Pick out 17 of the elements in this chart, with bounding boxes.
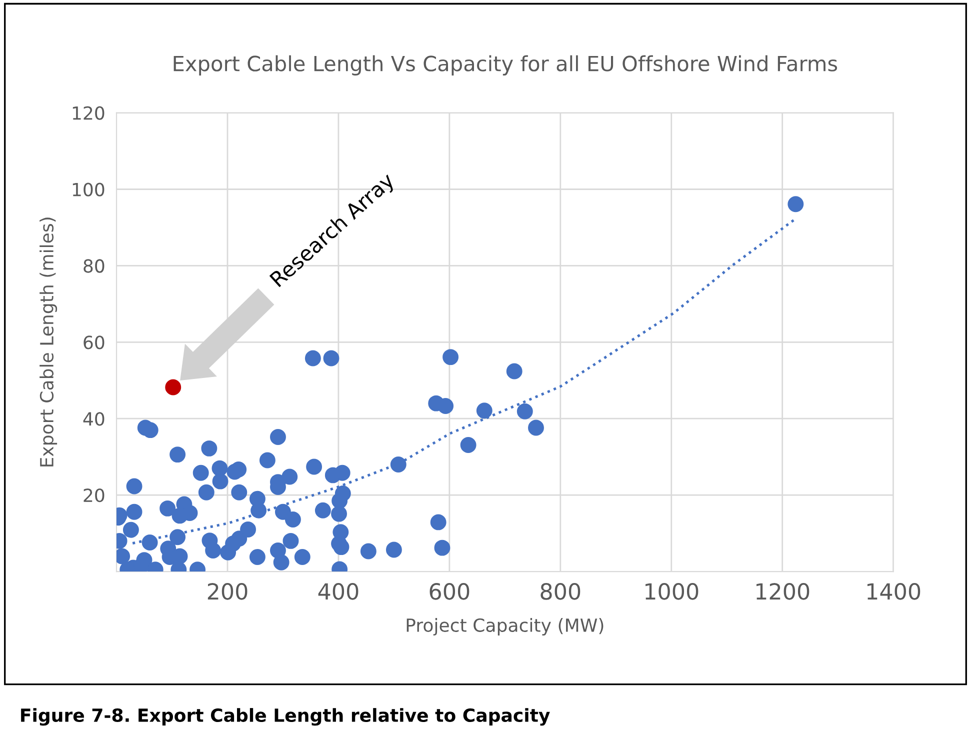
x-axis-title: Project Capacity (MW) <box>406 618 604 636</box>
y-tick-label: 100 <box>72 182 104 196</box>
x-tick-label: 1000 <box>646 583 698 600</box>
chart-title: Export Cable Length Vs Capacity for all EU Offshore Wind Farms <box>174 55 838 76</box>
x-tick-label: 400 <box>318 583 358 600</box>
x-tick-label: 1400 <box>867 583 920 600</box>
x-tick-label: 200 <box>208 583 248 600</box>
x-tick-label: 600 <box>430 583 470 600</box>
y-tick-label: 80 <box>84 259 104 273</box>
y-tick-label: 40 <box>83 412 104 426</box>
caption: Figure 7-8. Export Cable Length relative to Capacity <box>21 708 550 726</box>
y-tick-label: 120 <box>72 106 104 120</box>
y-tick-label: 60 <box>84 336 104 350</box>
y-tick-label: 20 <box>84 488 104 502</box>
y-axis-title: Export Cable Length (miles) <box>40 218 58 466</box>
x-tick-label: 800 <box>540 583 580 600</box>
x-tick-label: 1200 <box>756 583 810 600</box>
